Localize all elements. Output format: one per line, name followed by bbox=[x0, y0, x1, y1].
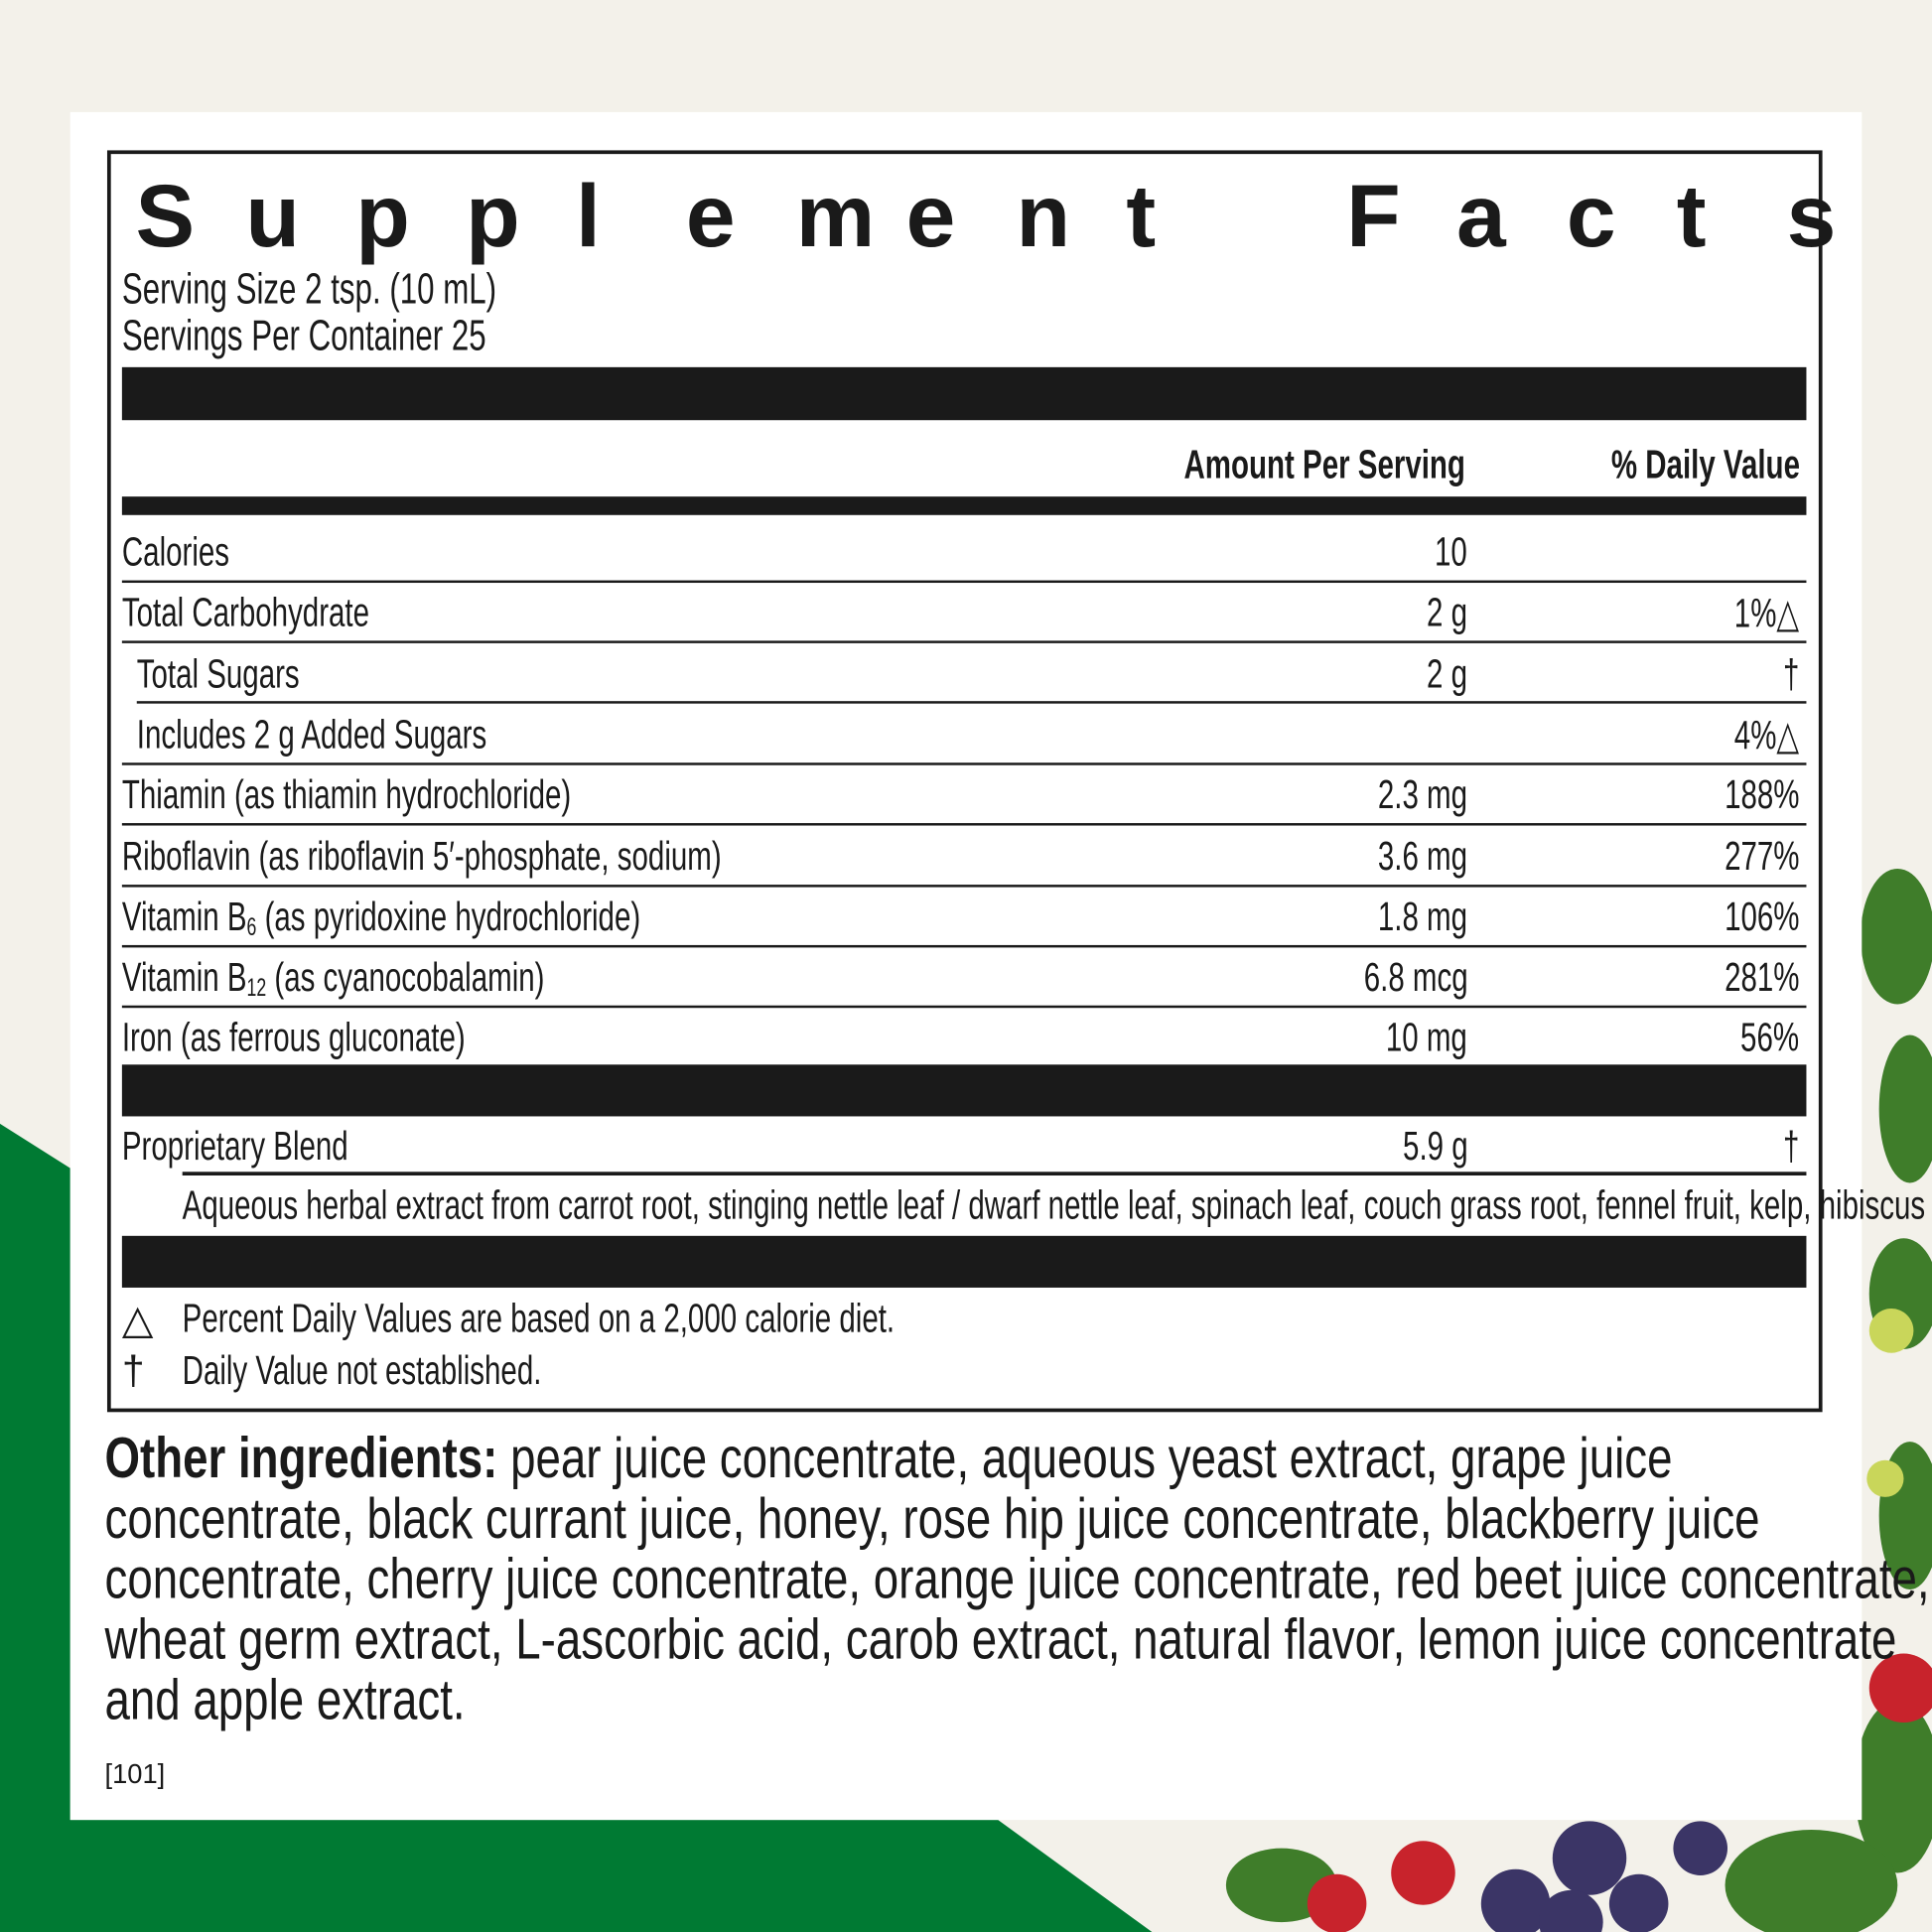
nutrient-amount: 10 mg bbox=[1386, 1014, 1468, 1060]
nutrient-amount: 1.8 mg bbox=[1377, 893, 1468, 939]
blend-description: Aqueous herbal extract from carrot root,… bbox=[182, 1181, 1932, 1228]
title-letter: p bbox=[466, 167, 520, 267]
title-letter: m bbox=[795, 167, 876, 267]
nutrient-label: Iron (as ferrous gluconate) bbox=[121, 1014, 466, 1060]
nutrient-amount: 6.8 mcg bbox=[1363, 953, 1468, 1000]
nutrient-amount: 10 bbox=[1435, 528, 1468, 575]
footnote-text: Daily Value not established. bbox=[182, 1346, 542, 1393]
nutrient-row: Vitamin B12 (as cyanocobalamin) 6.8 mcg 28… bbox=[121, 949, 1807, 1009]
nutrient-row: Iron (as ferrous gluconate) 10 mg 56% bbox=[122, 1010, 1807, 1069]
nutrient-row: Includes 2 g Added Sugars 4%△ bbox=[121, 706, 1807, 765]
row-separator bbox=[121, 944, 1807, 948]
serving-size: Serving Size 2 tsp. (10 mL) bbox=[121, 264, 497, 314]
footnote: △ bbox=[121, 1296, 154, 1342]
nutrient-amount: 2 g bbox=[1427, 649, 1468, 696]
title-letter: t bbox=[1676, 167, 1707, 267]
other-ingredients-label: Other ingredients: bbox=[104, 1425, 498, 1490]
nutrient-daily-value: † bbox=[1782, 649, 1800, 696]
nutrient-daily-value: 56% bbox=[1739, 1014, 1800, 1060]
title-letter: a bbox=[1455, 167, 1506, 267]
title-letter: u bbox=[245, 167, 300, 267]
other-ingredients: Other ingredients: pear juice concentrat… bbox=[104, 1425, 1930, 1731]
title-letter: t bbox=[1126, 167, 1157, 267]
nutrient-label: Vitamin B6 (as pyridoxine hydrochloride) bbox=[121, 893, 641, 941]
title-letter: p bbox=[355, 167, 410, 267]
title-letter: s bbox=[1786, 167, 1837, 267]
nutrient-daily-value: 281% bbox=[1724, 953, 1800, 1000]
title-letter: S bbox=[135, 167, 196, 267]
row-separator bbox=[182, 1172, 1807, 1176]
row-separator bbox=[121, 1005, 1807, 1009]
nutrient-daily-value: 188% bbox=[1724, 771, 1800, 818]
product-code: [101] bbox=[104, 1758, 166, 1790]
nutrient-amount: 3.6 mg bbox=[1377, 832, 1468, 879]
nutrient-row: Riboflavin (as riboflavin 5′-phosphate, … bbox=[121, 827, 1807, 887]
nutrient-daily-value: 277% bbox=[1724, 832, 1800, 879]
nutrient-row: Calories 10 bbox=[121, 523, 1807, 584]
nutrient-amount: 2 g bbox=[1427, 589, 1468, 635]
blend-row: Proprietary Blend 5.9 g † bbox=[122, 1118, 1807, 1177]
row-separator bbox=[121, 823, 1807, 826]
nutrient-amount: 2.3 mg bbox=[1377, 771, 1468, 818]
title-letter: l bbox=[576, 167, 601, 267]
blend-dv: † bbox=[1782, 1122, 1800, 1169]
amount-header: Amount Per Serving bbox=[1183, 441, 1465, 487]
row-separator bbox=[121, 580, 1807, 584]
footnote: † bbox=[121, 1346, 145, 1393]
nutrient-label: Calories bbox=[121, 528, 230, 575]
blend-amount: 5.9 g bbox=[1402, 1122, 1468, 1169]
title-letter: e bbox=[905, 167, 956, 267]
nutrient-label: Total Sugars bbox=[136, 649, 300, 696]
nutrient-row: Total Sugars 2 g † bbox=[122, 645, 1807, 705]
row-separator bbox=[121, 884, 1807, 887]
title-letter: e bbox=[685, 167, 736, 267]
daily-value-header: % Daily Value bbox=[1611, 441, 1801, 487]
nutrient-label: Total Carbohydrate bbox=[121, 589, 370, 635]
nutrient-daily-value: 106% bbox=[1724, 893, 1800, 939]
title-letter: F bbox=[1346, 167, 1401, 267]
title-letter: n bbox=[1016, 167, 1071, 267]
servings-per-container: Servings Per Container 25 bbox=[121, 311, 486, 360]
divider-bar bbox=[121, 1064, 1807, 1117]
nutrient-row: Vitamin B6 (as pyridoxine hydrochloride)… bbox=[121, 889, 1807, 948]
nutrient-label: Vitamin B12 (as cyanocobalamin) bbox=[121, 953, 545, 1003]
row-separator bbox=[121, 640, 1807, 644]
divider-bar bbox=[121, 496, 1807, 515]
nutrient-label: Thiamin (as thiamin hydrochloride) bbox=[121, 771, 572, 818]
divider-bar bbox=[121, 1235, 1807, 1288]
row-separator bbox=[136, 700, 1807, 704]
nutrient-label: Riboflavin (as riboflavin 5′-phosphate, … bbox=[121, 832, 722, 879]
divider-bar bbox=[121, 366, 1807, 421]
title-letter: c bbox=[1566, 167, 1616, 267]
blend-label: Proprietary Blend bbox=[121, 1122, 348, 1169]
row-separator bbox=[121, 762, 1807, 765]
nutrient-row: Total Carbohydrate 2 g 1%△ bbox=[121, 585, 1807, 644]
nutrient-row: Thiamin (as thiamin hydrochloride) 2.3 mg… bbox=[121, 766, 1807, 826]
nutrient-daily-value: 1%△ bbox=[1733, 590, 1800, 636]
nutrient-daily-value: 4%△ bbox=[1733, 712, 1800, 759]
nutrient-label: Includes 2 g Added Sugars bbox=[136, 710, 487, 757]
footnote-text: Percent Daily Values are based on a 2,00… bbox=[182, 1295, 896, 1341]
